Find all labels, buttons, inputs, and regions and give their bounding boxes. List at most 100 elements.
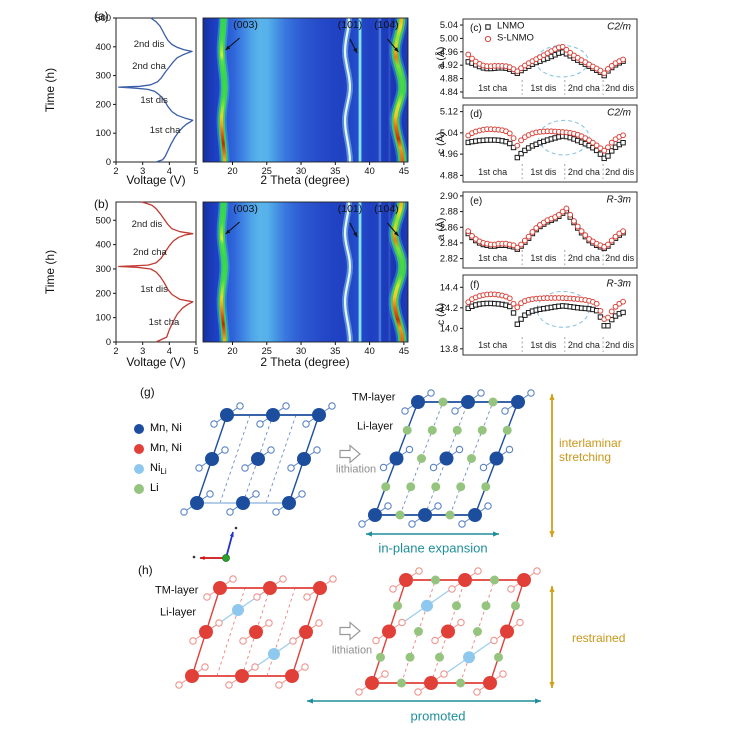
legend-lnmo-label: LNMO xyxy=(497,20,525,32)
svg-text:1st cha: 1st cha xyxy=(478,253,507,263)
svg-text:2nd dis: 2nd dis xyxy=(605,83,635,93)
svg-text:25: 25 xyxy=(262,166,272,176)
h-restrained-label: restrained xyxy=(572,631,626,646)
li-atom xyxy=(431,575,440,585)
g-tm-layer-label: TM-layer xyxy=(352,391,396,404)
nili-atom xyxy=(232,604,244,616)
tm-atom xyxy=(285,669,299,683)
voltage-plot-a-curve xyxy=(118,17,194,163)
svg-text:2nd cha: 2nd cha xyxy=(568,83,600,93)
svg-text:4.96: 4.96 xyxy=(440,149,458,159)
legend-item-label: NiLi xyxy=(150,462,167,477)
tm-atom xyxy=(312,408,326,422)
legend-dot-icon xyxy=(134,484,144,494)
tm-atom xyxy=(468,508,482,522)
tm-atom xyxy=(266,408,280,422)
li-atom xyxy=(452,425,462,435)
g-interlaminar-stretching-label: interlaminar stretching xyxy=(559,436,622,464)
e-phase-label: R-3m xyxy=(606,194,631,206)
li-atom xyxy=(435,652,444,662)
svg-text:100: 100 xyxy=(95,313,111,323)
tm-atom xyxy=(299,625,313,639)
svg-text:5: 5 xyxy=(193,346,198,356)
legend-slnmo-label: S-LNMO xyxy=(497,32,534,44)
tm-atom xyxy=(483,676,497,690)
h-restrained-arrow xyxy=(549,586,555,688)
tm-atom xyxy=(236,496,250,510)
li-atom xyxy=(417,454,426,463)
li-atom xyxy=(381,482,391,492)
g-li-layer-label: Li-layer xyxy=(357,420,394,433)
voltage-plot-a: 0 100 200 300 400 500 2 3 4 5 1st cha 1st dis 2nd ch… xyxy=(95,13,198,176)
li-atom xyxy=(477,425,487,435)
li-atom xyxy=(406,482,416,492)
svg-text:4.84: 4.84 xyxy=(440,87,458,97)
svg-text:1st cha: 1st cha xyxy=(149,317,180,328)
nili-atom xyxy=(421,599,433,612)
li-atom xyxy=(456,678,465,688)
tm-atom xyxy=(411,395,425,409)
g-lithiation-label: lithiation xyxy=(335,463,377,476)
structure-g-pristine xyxy=(180,402,336,516)
tm-atom xyxy=(365,676,379,690)
tm-atom xyxy=(199,625,213,639)
svg-text:1st dis: 1st dis xyxy=(530,83,557,93)
g-lithiation-arrow xyxy=(339,444,361,464)
f-y-axis-label: c (Å) xyxy=(434,302,447,326)
tm-atom xyxy=(461,395,475,409)
tm-atom xyxy=(185,669,199,683)
li-atom xyxy=(393,601,402,611)
svg-text:4.88: 4.88 xyxy=(440,74,458,84)
voltage-plot-b: 0 100 200 300 400 500 2 3 4 5 1st cha 1st dis 2nd ch… xyxy=(95,201,199,356)
svg-text:2nd dis: 2nd dis xyxy=(134,39,165,50)
tm-atom xyxy=(249,625,263,639)
svg-text:300: 300 xyxy=(95,71,111,81)
svg-text:2nd dis: 2nd dis xyxy=(132,219,163,230)
svg-text:5.00: 5.00 xyxy=(440,33,458,43)
panel-f-label: (f) xyxy=(470,280,480,291)
h-promoted-arrow xyxy=(307,698,541,704)
h-tm-layer-label: TM-layer xyxy=(155,584,199,597)
li-atom xyxy=(481,482,491,492)
svg-text:20: 20 xyxy=(227,166,237,176)
lattice-panel-f-series-S-LNMO xyxy=(465,291,626,323)
svg-text:14.0: 14.0 xyxy=(440,323,458,333)
svg-text:5: 5 xyxy=(193,166,198,176)
svg-text:35: 35 xyxy=(330,346,340,356)
b-time-axis-label: Time (h) xyxy=(43,249,58,295)
li-atom xyxy=(402,425,412,435)
tm-atom xyxy=(439,451,454,466)
li-atom xyxy=(397,678,406,688)
tm-atom xyxy=(251,452,265,466)
structure-g-lithiated xyxy=(358,389,535,528)
xrd-peak-label-101: (101) xyxy=(337,202,363,215)
tm-atom xyxy=(282,496,296,510)
g-interlaminar-stretching-arrow xyxy=(549,394,555,537)
svg-text:300: 300 xyxy=(95,264,111,274)
svg-text:500: 500 xyxy=(95,215,111,225)
lattice-panel-f: 13.8 14.0 14.2 14.4 1st cha 1st dis 2nd cha 2nd… xyxy=(440,274,638,356)
nili-atom xyxy=(268,648,280,660)
svg-text:100: 100 xyxy=(95,128,111,138)
li-atom xyxy=(438,397,448,407)
li-atom xyxy=(490,575,499,585)
li-atom xyxy=(488,397,498,407)
h-lithiation-label: lithiation xyxy=(331,644,373,657)
tm-atom xyxy=(399,573,413,587)
svg-text:2.84: 2.84 xyxy=(440,238,458,248)
tm-atom xyxy=(220,408,234,422)
tm-atom xyxy=(500,624,514,639)
li-atom xyxy=(494,652,503,662)
tm-atom xyxy=(297,452,311,466)
svg-text:2nd cha: 2nd cha xyxy=(568,340,600,350)
tm-atom xyxy=(213,581,227,595)
tm-atom xyxy=(424,676,438,690)
li-atom xyxy=(452,601,461,611)
tm-atom xyxy=(263,581,277,595)
legend-dot-icon xyxy=(134,444,144,454)
panel-a-label: (a) xyxy=(94,9,109,23)
a-voltage-axis-label: Voltage (V) xyxy=(126,173,186,188)
svg-text:0: 0 xyxy=(106,157,111,167)
tm-atom xyxy=(235,669,249,683)
svg-text:2.90: 2.90 xyxy=(440,191,458,201)
